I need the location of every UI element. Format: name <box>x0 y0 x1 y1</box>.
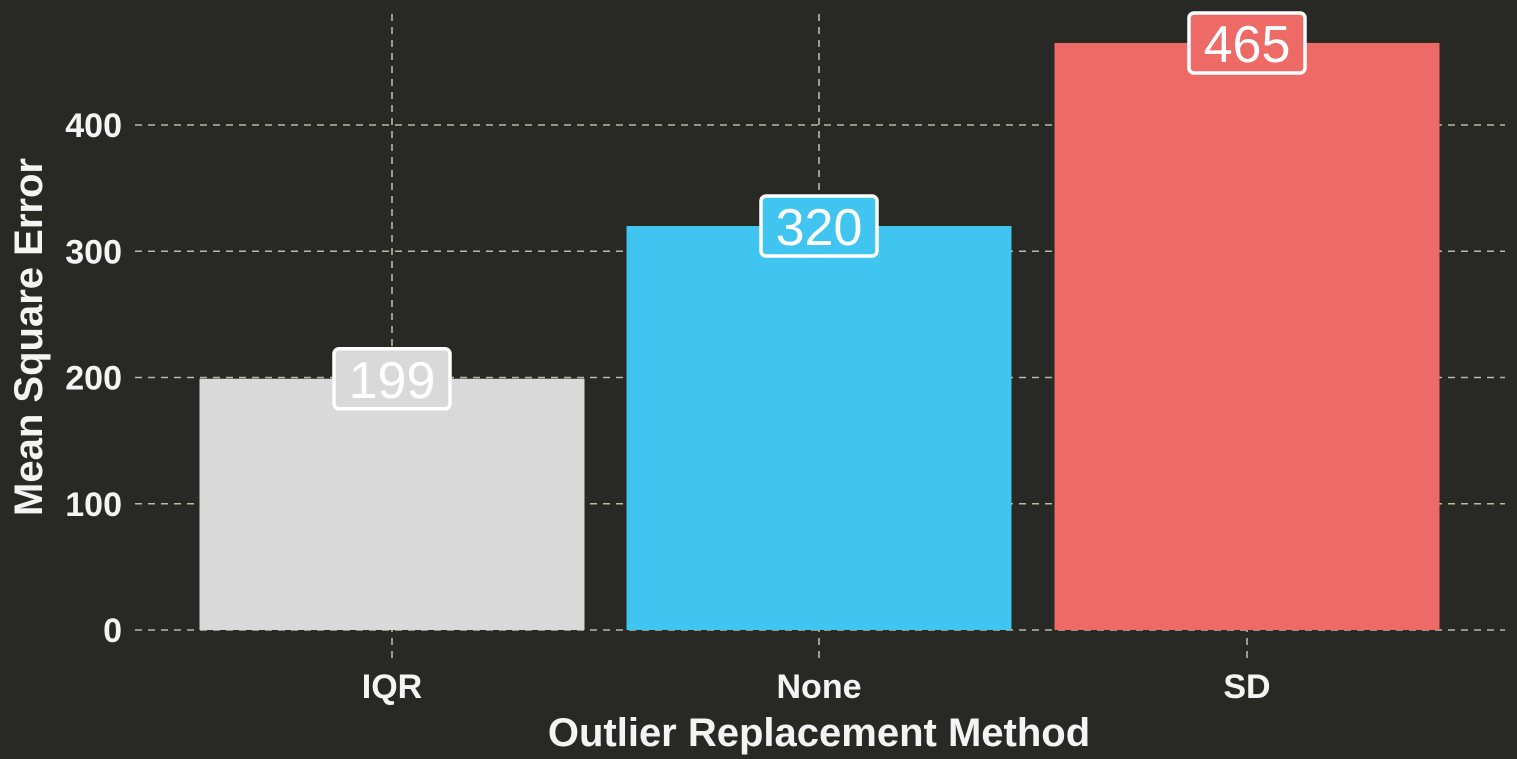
data-label: 320 <box>759 194 879 258</box>
x-tick-label: IQR <box>362 668 422 706</box>
x-tick-labels: IQR None SD <box>362 668 1271 706</box>
y-tick-label: 100 <box>65 486 122 524</box>
y-tick-label: 300 <box>65 233 122 271</box>
x-tick-label: None <box>777 668 862 706</box>
data-label: 199 <box>332 347 452 411</box>
x-tick-label: SD <box>1223 668 1270 706</box>
data-label-box <box>759 194 879 258</box>
y-tick-label: 400 <box>65 107 122 145</box>
bar-none <box>626 226 1012 630</box>
y-tick-labels: 0 100 200 300 400 <box>65 107 122 650</box>
data-labels: 199 320 465 <box>332 11 1307 411</box>
data-label-value: 320 <box>776 199 863 257</box>
x-axis-title: Outlier Replacement Method <box>548 711 1090 755</box>
data-label-box <box>332 347 452 411</box>
data-label-value: 465 <box>1204 16 1291 74</box>
y-tick-label: 0 <box>103 612 122 650</box>
bar-iqr <box>199 378 585 630</box>
bars <box>199 42 1440 630</box>
y-tick-label: 200 <box>65 360 122 398</box>
bar-sd <box>1054 42 1440 630</box>
data-label-value: 199 <box>349 352 436 410</box>
data-label-box <box>1187 11 1307 75</box>
y-axis-title: Mean Square Error <box>7 158 51 516</box>
data-label: 465 <box>1187 11 1307 75</box>
